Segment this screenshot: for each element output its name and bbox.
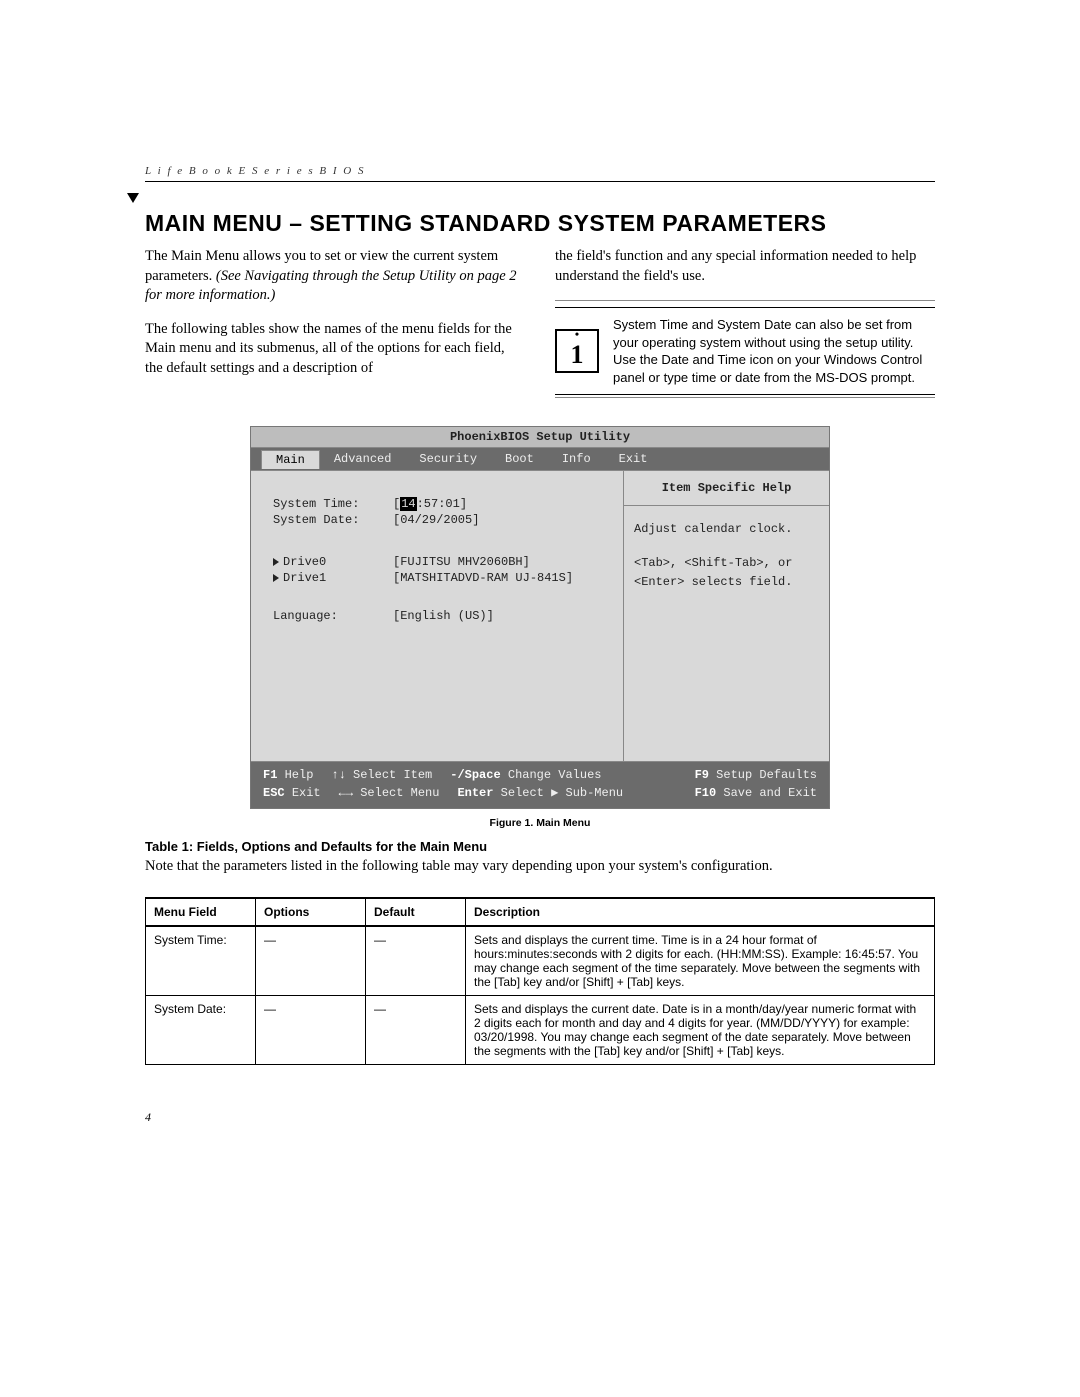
bios-field-label: System Date:	[273, 513, 393, 527]
bios-field-label: System Time:	[273, 497, 393, 511]
bios-tab-advanced[interactable]: Advanced	[320, 450, 406, 468]
table-cell: —	[366, 926, 466, 996]
bios-footer: F1 Help ↑↓ Select Item -/Space Change Va…	[251, 761, 829, 808]
bios-footer-row: F1 Help ↑↓ Select Item -/Space Change Va…	[263, 766, 817, 784]
info-callout: 1 System Time and System Date can also b…	[555, 307, 935, 395]
page-title: MAIN MENU – SETTING STANDARD SYSTEM PARA…	[145, 210, 935, 237]
intro-paragraph: The Main Menu allows you to set or view …	[145, 247, 525, 306]
bios-field-label: Drive1	[273, 571, 393, 585]
intro-paragraph: the field's function and any special inf…	[555, 247, 935, 286]
table-header: Description	[466, 898, 935, 926]
section-marker-icon	[127, 193, 139, 203]
bios-help-title: Item Specific Help	[624, 471, 829, 506]
intro-columns: The Main Menu allows you to set or view …	[145, 247, 935, 398]
bios-submenu-row[interactable]: Drive0 [FUJITSU MHV2060BH]	[273, 555, 613, 569]
bios-field-row[interactable]: System Date: [04/29/2005]	[273, 513, 613, 527]
triangle-icon	[273, 558, 279, 566]
table-cell: System Time:	[146, 926, 256, 996]
bios-footer-row: ESC Exit ←→ Select Menu Enter Select ▶ S…	[263, 784, 817, 802]
intro-left: The Main Menu allows you to set or view …	[145, 247, 525, 398]
triangle-icon	[273, 574, 279, 582]
bios-cursor: 14	[400, 497, 416, 511]
bios-submenu-row[interactable]: Drive1 [MATSHITADVD-RAM UJ-841S]	[273, 571, 613, 585]
table-row: System Time: — — Sets and displays the c…	[146, 926, 935, 996]
intro-paragraph: The following tables show the names of t…	[145, 320, 525, 379]
table-header: Options	[256, 898, 366, 926]
bios-tab-info[interactable]: Info	[548, 450, 605, 468]
table-header-row: Menu Field Options Default Description	[146, 898, 935, 926]
bios-tab-boot[interactable]: Boot	[491, 450, 548, 468]
intro-right: the field's function and any special inf…	[555, 247, 935, 398]
bios-field-label: Language:	[273, 609, 393, 623]
table-title: Table 1: Fields, Options and Defaults fo…	[145, 839, 935, 854]
fields-table: Menu Field Options Default Description S…	[145, 897, 935, 1065]
bios-body: System Time: [14:57:01] System Date: [04…	[251, 471, 829, 761]
bios-screenshot: PhoenixBIOS Setup Utility Main Advanced …	[250, 426, 830, 809]
bios-tab-bar: Main Advanced Security Boot Info Exit	[251, 448, 829, 471]
running-head: L i f e B o o k E S e r i e s B I O S	[145, 165, 935, 177]
table-cell: —	[366, 996, 466, 1065]
page-number: 4	[145, 1110, 151, 1125]
bios-field-row[interactable]: Language: [English (US)]	[273, 609, 613, 623]
info-text: System Time and System Date can also be …	[613, 316, 935, 386]
info-icon: 1	[555, 329, 599, 373]
divider	[145, 181, 935, 182]
bios-field-label: Drive0	[273, 555, 393, 569]
bios-help-text: Adjust calendar clock.	[634, 520, 819, 539]
bios-tab-main[interactable]: Main	[261, 450, 320, 469]
bios-help-body: Adjust calendar clock. <Tab>, <Shift-Tab…	[624, 506, 829, 606]
bios-field-row[interactable]: System Time: [14:57:01]	[273, 497, 613, 511]
table-cell: Sets and displays the current date. Date…	[466, 996, 935, 1065]
bios-field-value: [04/29/2005]	[393, 513, 479, 527]
bios-main-panel: System Time: [14:57:01] System Date: [04…	[251, 471, 624, 761]
bios-field-value: [MATSHITADVD-RAM UJ-841S]	[393, 571, 573, 585]
table-header: Default	[366, 898, 466, 926]
divider	[555, 397, 935, 398]
bios-tab-security[interactable]: Security	[405, 450, 491, 468]
figure-caption: Figure 1. Main Menu	[145, 817, 935, 829]
bios-field-value: [FUJITSU MHV2060BH]	[393, 555, 530, 569]
bios-field-value: [English (US)]	[393, 609, 494, 623]
table-header: Menu Field	[146, 898, 256, 926]
bios-tab-exit[interactable]: Exit	[605, 450, 662, 468]
bios-title: PhoenixBIOS Setup Utility	[251, 427, 829, 448]
divider	[555, 300, 935, 301]
table-cell: System Date:	[146, 996, 256, 1065]
table-cell: —	[256, 926, 366, 996]
bios-help-panel: Item Specific Help Adjust calendar clock…	[624, 471, 829, 761]
table-row: System Date: — — Sets and displays the c…	[146, 996, 935, 1065]
table-cell: —	[256, 996, 366, 1065]
document-page: L i f e B o o k E S e r i e s B I O S MA…	[145, 165, 935, 1065]
bios-help-text: <Tab>, <Shift-Tab>, or <Enter> selects f…	[634, 554, 819, 592]
table-cell: Sets and displays the current time. Time…	[466, 926, 935, 996]
table-note: Note that the parameters listed in the f…	[145, 858, 935, 875]
bios-field-value: [14:57:01]	[393, 497, 467, 511]
